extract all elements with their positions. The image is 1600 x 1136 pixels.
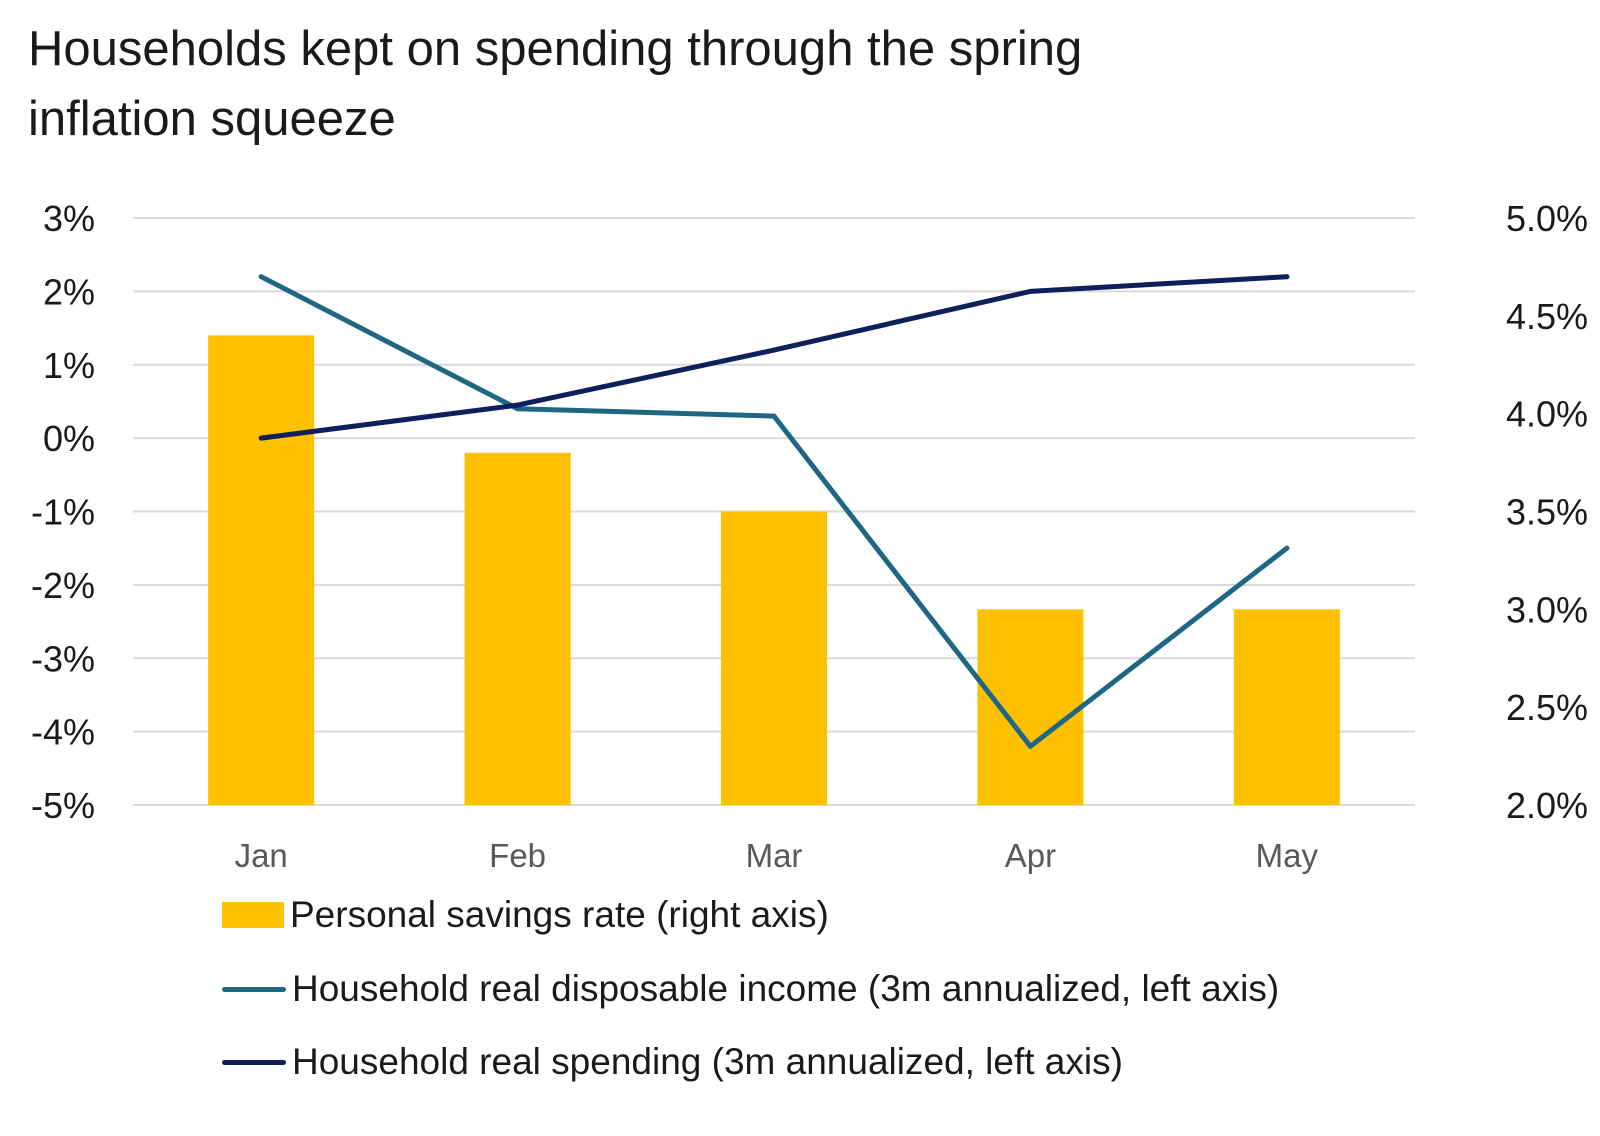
- y-left-tick-label: -1%: [31, 492, 95, 533]
- point-disposable-income: [771, 413, 777, 419]
- bar-savings-rate: [464, 452, 571, 805]
- point-real-spending: [1284, 274, 1290, 280]
- legend-label-savings: Personal savings rate (right axis): [290, 894, 829, 935]
- y-right-tick-label: 4.0%: [1506, 394, 1588, 435]
- y-left-tick-label: -3%: [31, 638, 95, 679]
- legend-swatch-income: [222, 986, 286, 992]
- y-left-tick-label: 0%: [43, 418, 95, 459]
- y-left-tick-label: 2%: [43, 271, 95, 312]
- chart-title: Households kept on spending through the …: [28, 22, 1083, 146]
- point-real-spending: [771, 347, 777, 353]
- point-disposable-income: [1284, 545, 1290, 551]
- y-right-tick-label: 3.0%: [1506, 589, 1588, 630]
- legend-swatch-spending: [222, 1059, 286, 1065]
- x-tick-label: Feb: [489, 837, 546, 874]
- legend-label-spending: Household real spending (3m annualized, …: [292, 1041, 1123, 1082]
- legend-item-savings: Personal savings rate (right axis): [222, 891, 829, 939]
- legend-item-income: Household real disposable income (3m ann…: [222, 965, 1279, 1013]
- y-right-tick-label: 2.5%: [1506, 687, 1588, 728]
- y-right-tick-label: 4.5%: [1506, 296, 1588, 337]
- x-tick-label: Jan: [235, 837, 288, 874]
- x-tick-label: May: [1256, 837, 1319, 874]
- y-left-tick-label: -5%: [31, 785, 95, 826]
- y-left-tick-label: 1%: [43, 345, 95, 386]
- x-tick-label: Apr: [1005, 837, 1056, 874]
- legend-swatch-savings: [222, 902, 284, 928]
- legend-item-spending: Household real spending (3m annualized, …: [222, 1038, 1123, 1086]
- y-right-tick-label: 5.0%: [1506, 198, 1588, 239]
- point-real-spending: [258, 435, 264, 441]
- point-real-spending: [1027, 288, 1033, 294]
- bar-savings-rate: [208, 335, 315, 805]
- y-right-tick-label: 2.0%: [1506, 785, 1588, 826]
- point-real-spending: [515, 402, 521, 408]
- y-left-tick-label: 3%: [43, 198, 95, 239]
- legend-label-income: Household real disposable income (3m ann…: [292, 968, 1280, 1009]
- y-left-tick-label: -4%: [31, 712, 95, 753]
- y-right-tick-label: 3.5%: [1506, 492, 1588, 533]
- bar-savings-rate: [721, 511, 827, 805]
- x-tick-label: Mar: [746, 837, 803, 874]
- point-disposable-income: [258, 274, 264, 280]
- point-disposable-income: [1027, 743, 1033, 749]
- y-left-tick-label: -2%: [31, 565, 95, 606]
- bar-savings-rate: [977, 609, 1084, 805]
- bar-savings-rate: [1233, 609, 1340, 805]
